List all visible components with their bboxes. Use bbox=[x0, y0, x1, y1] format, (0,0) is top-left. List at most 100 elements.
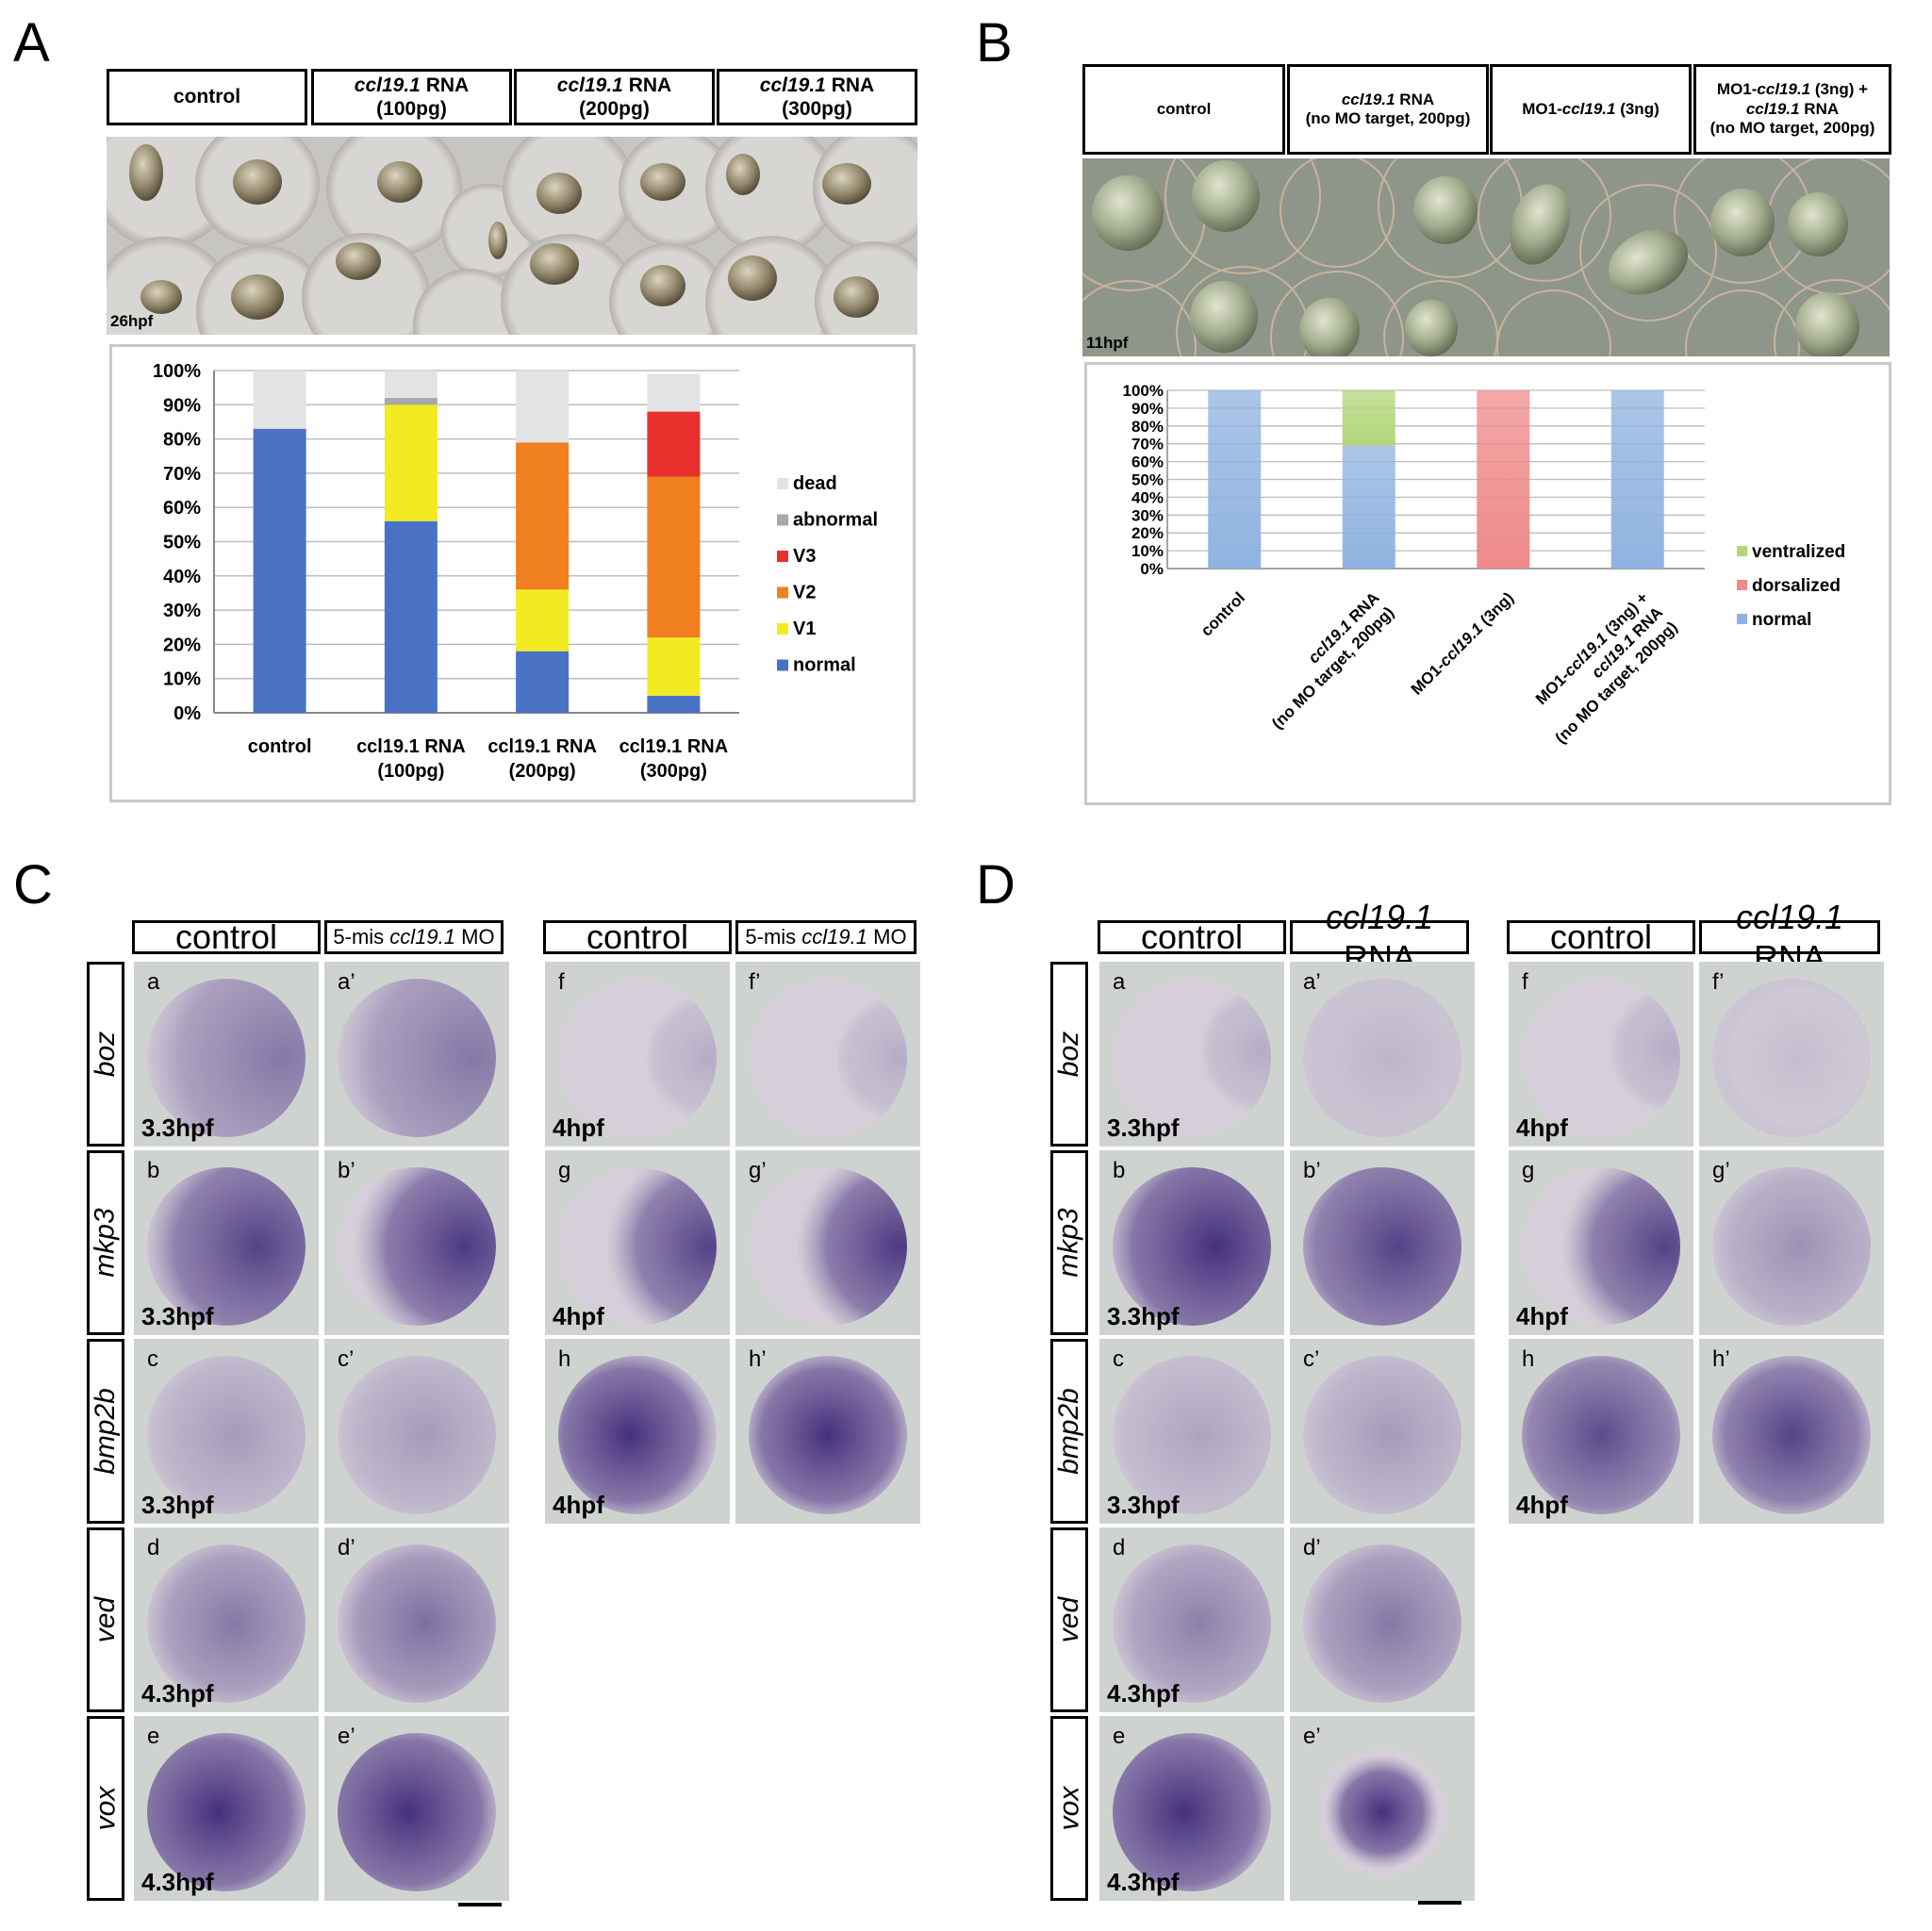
embryo-image bbox=[134, 1716, 319, 1901]
embryo-image bbox=[1290, 1716, 1475, 1901]
embryo-image bbox=[735, 1339, 920, 1524]
embryo-image bbox=[1290, 1527, 1475, 1712]
ish-panel: g 4hpf bbox=[1509, 1150, 1693, 1335]
b-header-rna: ccl19.1 RNA (no MO target, 200pg) bbox=[1287, 64, 1489, 155]
ish-panel: e 4.3hpf bbox=[134, 1716, 319, 1901]
panel-label: h’ bbox=[1712, 1346, 1730, 1372]
legend-label: V1 bbox=[793, 619, 816, 639]
a-header-200pg: ccl19.1 RNA (200pg) bbox=[514, 69, 715, 125]
ish-panel: b 3.3hpf bbox=[1099, 1150, 1284, 1335]
embryo-image bbox=[324, 1150, 509, 1335]
column-header: control bbox=[543, 917, 732, 956]
chart-b: 0%10%20%30%40%50%60%70%80%90%100% control… bbox=[1123, 382, 1846, 747]
panel-label: g bbox=[1522, 1158, 1535, 1183]
panel-label: g bbox=[558, 1158, 571, 1183]
x-tick-label: control bbox=[1197, 588, 1248, 639]
gene-name: ccl19.1 bbox=[1561, 99, 1616, 118]
stage-label: 4.3hpf bbox=[1107, 1868, 1180, 1896]
embryo-image bbox=[1509, 1150, 1693, 1335]
embryo-image bbox=[1699, 962, 1884, 1147]
embryo-image bbox=[735, 1150, 920, 1335]
embryo-image bbox=[545, 1339, 730, 1524]
chart-a: 0% 10% 20% 30% 40% 50% 60% 70% 80% 90% 100% control… bbox=[153, 361, 878, 782]
a-header-dose: (200pg) bbox=[579, 98, 650, 120]
a-header-text: RNA bbox=[622, 74, 672, 96]
ish-panel: e’ bbox=[1290, 1716, 1475, 1901]
panel-label: f’ bbox=[1712, 969, 1725, 995]
panel-label: b bbox=[1113, 1158, 1126, 1183]
embryo-image bbox=[324, 962, 509, 1147]
x-tick-label: ccl19.1 RNA bbox=[487, 736, 597, 757]
bar-normal bbox=[647, 695, 701, 713]
bar-dead bbox=[253, 371, 306, 429]
b-header-text: MO1- bbox=[1522, 99, 1562, 118]
gene-name: ccl19.1 bbox=[759, 74, 826, 96]
stage-label: 4hpf bbox=[553, 1114, 604, 1142]
x-tick-label: MO1-ccl19.1 (3ng) bbox=[1408, 588, 1517, 698]
a-header-300pg: ccl19.1 RNA (300pg) bbox=[717, 69, 917, 125]
stage-label: 3.3hpf bbox=[141, 1491, 214, 1519]
legend-swatch bbox=[1737, 546, 1747, 556]
ish-panel: g 4hpf bbox=[545, 1150, 730, 1335]
y-tick-label: 50% bbox=[1131, 471, 1164, 489]
stage-label: 3.3hpf bbox=[1107, 1491, 1180, 1519]
bar-ventralized bbox=[1342, 390, 1395, 446]
x-tick-label-line: (no MO target, 200pg) bbox=[1268, 603, 1397, 733]
b-header-text: (3ng) + bbox=[1810, 80, 1869, 99]
embryo-image bbox=[1699, 1339, 1884, 1524]
panel-label: b’ bbox=[338, 1158, 355, 1183]
panel-label: c’ bbox=[338, 1346, 355, 1372]
panel-label: g’ bbox=[749, 1158, 767, 1183]
panel-letter-a: A bbox=[13, 12, 50, 74]
x-tick-label-line: control bbox=[1197, 588, 1248, 639]
b-header-text: RNA bbox=[1799, 99, 1840, 118]
panel-letter-d: D bbox=[976, 854, 1016, 916]
panel-label: a bbox=[1113, 969, 1126, 995]
embryo-image bbox=[1290, 1150, 1475, 1335]
y-tick-label: 10% bbox=[1131, 542, 1164, 560]
x-tick-label: ccl19.1 RNA bbox=[356, 736, 466, 757]
bar-V1 bbox=[384, 404, 438, 521]
ish-panel: d 4.3hpf bbox=[134, 1527, 319, 1712]
gene-label-bmp2b: bmp2b bbox=[1050, 1339, 1088, 1524]
stage-label: 3.3hpf bbox=[141, 1302, 214, 1330]
ish-panel: h’ bbox=[735, 1339, 920, 1524]
bar-V1 bbox=[647, 637, 701, 696]
panel-letter-c: C bbox=[13, 854, 53, 916]
x-tick-label: ccl19.1 RNA(no MO target, 200pg) bbox=[1268, 588, 1397, 733]
ish-panel: d 4.3hpf bbox=[1099, 1527, 1284, 1712]
y-tick-label: 0% bbox=[1140, 560, 1164, 578]
gene-name: ccl19.1 bbox=[556, 74, 623, 96]
embryo-image bbox=[1099, 1527, 1284, 1712]
b-header-text: (no MO target, 200pg) bbox=[1709, 119, 1875, 138]
x-tick-label-line: MO1-ccl19.1 (3ng) bbox=[1408, 588, 1517, 698]
y-tick-label: 60% bbox=[1131, 454, 1164, 471]
ish-panel: h’ bbox=[1699, 1339, 1884, 1524]
ish-panel: g’ bbox=[735, 1150, 920, 1335]
y-tick-label: 90% bbox=[1131, 400, 1164, 418]
y-tick-label: 50% bbox=[163, 533, 201, 553]
ish-panel: f’ bbox=[735, 962, 920, 1147]
legend-swatch bbox=[777, 478, 788, 489]
ish-panel: h 4hpf bbox=[1509, 1339, 1693, 1524]
panel-label: e bbox=[1113, 1724, 1126, 1749]
stage-label: 3.3hpf bbox=[141, 1114, 214, 1142]
bar-V3 bbox=[647, 411, 701, 477]
b-chart-frame: 0% 10% 20% 30% 40% 50% 60% 70% 80% 90% 100% control… bbox=[1084, 362, 1891, 805]
ish-panel: e’ bbox=[324, 1716, 509, 1901]
legend-label: dorsalized bbox=[1752, 576, 1841, 596]
panel-label: f’ bbox=[749, 969, 761, 995]
panel-label: c bbox=[1113, 1346, 1124, 1372]
legend-label: dead bbox=[793, 473, 837, 494]
embryo-image bbox=[545, 962, 730, 1147]
stage-label: 4hpf bbox=[553, 1491, 604, 1519]
column-header: 5-mis ccl19.1 MO bbox=[324, 920, 504, 954]
panel-label: c bbox=[147, 1346, 158, 1372]
legend-swatch bbox=[777, 586, 788, 599]
b-header-text: (no MO target, 200pg) bbox=[1305, 109, 1471, 127]
stage-label: 4hpf bbox=[1516, 1114, 1568, 1142]
column-header: ccl19.1 RNA bbox=[1290, 898, 1469, 977]
ish-panel: f 4hpf bbox=[1509, 962, 1693, 1147]
panel-label: f bbox=[1522, 969, 1528, 995]
y-tick-label: 70% bbox=[163, 464, 201, 485]
